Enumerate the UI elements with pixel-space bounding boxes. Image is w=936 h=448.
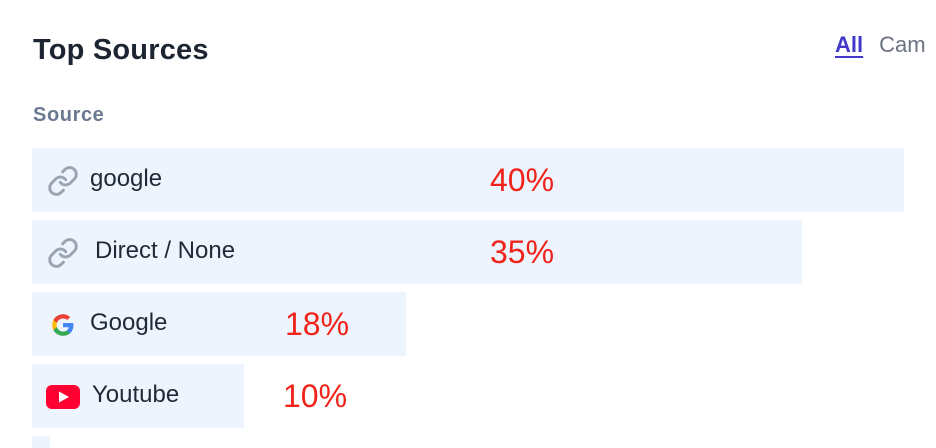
youtube-icon (46, 382, 80, 412)
source-label: google (90, 165, 163, 192)
source-label: Direct / None (95, 237, 236, 264)
panel-title: Top Sources (33, 34, 209, 66)
source-label: Google (90, 309, 168, 336)
source-bar (32, 220, 802, 284)
source-column-header: Source (33, 104, 105, 126)
source-bar (32, 148, 904, 212)
tab-campaigns[interactable]: Cam (879, 32, 926, 57)
link-icon (46, 238, 80, 268)
link-icon (46, 166, 80, 196)
source-percent: 18% (285, 306, 350, 342)
source-percent: 10% (283, 378, 348, 414)
filter-tabs: All Cam (835, 32, 926, 58)
source-percent: 35% (490, 234, 555, 270)
source-percent: 40% (490, 162, 555, 198)
source-label: Youtube (92, 381, 180, 408)
source-bar (32, 436, 50, 448)
tab-all[interactable]: All (835, 32, 864, 57)
google-g-icon (46, 310, 80, 340)
source-bar (32, 292, 406, 356)
